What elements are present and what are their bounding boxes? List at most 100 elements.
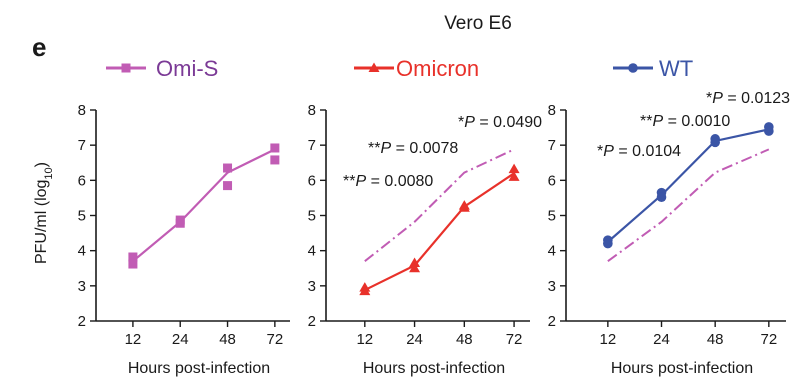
panel-letter: e [32,32,46,62]
legend-label: Omi-S [156,56,218,81]
y-tick-label: 5 [548,208,556,225]
y-tick-label: 7 [78,137,86,154]
y-tick-label: 8 [548,102,556,119]
chart-panel-1: 2 3 4 5 6 7 8 12 24 48 72 Hours post-infection [78,102,290,377]
data-point [603,238,613,249]
annotation-stars: * [706,90,712,107]
x-tick-label: 24 [406,331,423,348]
y-tick-label: 6 [548,172,556,189]
y-tick-label: 3 [548,278,556,295]
annotation-p: P [355,173,366,190]
legend-marker-square [121,63,131,73]
series-line [607,128,770,243]
series-omicron [359,163,520,296]
y-tick-label: 4 [308,243,316,260]
p-value-annotation: **P = 0.0010 [640,113,730,130]
x-tick-label: 48 [456,331,473,348]
data-point [128,252,138,262]
legend-marker-triangle [368,62,380,72]
legend-item-omi-s: Omi-S [106,56,218,81]
x-tick-label: 72 [506,331,523,348]
y-tick-label: 5 [78,208,86,225]
data-point [656,192,667,203]
annotation-stars: ** [343,173,355,190]
x-tick-label: 72 [267,331,284,348]
series-omi-s [128,143,280,269]
annotation-p: P [380,140,391,157]
y-tick-label: 2 [78,313,86,330]
x-tick-label: 48 [219,331,236,348]
annotation-stars: * [597,143,603,160]
series-wt [603,122,774,249]
series-omi-s-reference [364,148,515,263]
series-omi-s-reference [607,148,770,263]
annotation-p: P [652,113,663,130]
y-tick-label: 8 [78,102,86,119]
annotation-value: = 0.0104 [614,143,681,160]
y-axis-title-text: PFU/ml (log10) [33,162,55,264]
legend-label: WT [659,56,693,81]
y-tick-label: 4 [78,243,86,260]
y-tick-label: 6 [308,172,316,189]
data-point [175,218,185,228]
data-point [270,155,280,165]
annotation-stars: ** [368,140,380,157]
p-value-annotation: **P = 0.0078 [368,140,458,157]
x-tick-label: 12 [356,331,373,348]
p-value-annotation: *P = 0.0104 [597,143,681,160]
y-tick-label: 2 [548,313,556,330]
y-tick-label: 7 [308,137,316,154]
y-tick-label: 3 [308,278,316,295]
y-tick-label: 5 [308,208,316,225]
y-tick-label: 7 [548,137,556,154]
y-tick-label: 4 [548,243,556,260]
annotation-value: = 0.0490 [475,114,542,131]
x-tick-label: 24 [653,331,670,348]
series-line [132,148,276,263]
legend: Omi-S Omicron WT [106,56,693,81]
data-point [409,262,421,273]
annotation-stars: ** [640,113,652,130]
x-tick-label: 24 [172,331,189,348]
data-point [710,137,720,148]
y-tick-label: 2 [308,313,316,330]
y-axis-title-main: PFU/ml (log [33,180,50,264]
data-point [508,171,520,181]
x-tick-label: 72 [760,331,777,348]
data-point [128,259,138,269]
p-value-annotation: **P = 0.0080 [343,173,433,190]
p-value-annotation: *P = 0.0490 [458,114,542,131]
legend-marker-circle [628,63,638,73]
y-tick-label: 8 [308,102,316,119]
x-axis-title: Hours post-infection [611,360,753,377]
annotation-stars: * [458,114,464,131]
legend-item-omicron: Omicron [354,56,479,81]
data-point [508,163,520,174]
p-value-annotation: *P = 0.0123 [706,90,790,107]
series-line [607,148,770,263]
data-point [764,126,774,136]
y-axis-title-subscript: 10 [43,167,55,179]
x-axis-title: Hours post-infection [363,360,505,377]
data-point [409,257,421,267]
data-point [223,181,233,191]
annotation-value: = 0.0010 [663,113,730,130]
x-tick-label: 12 [125,331,142,348]
data-point [359,285,371,296]
y-axis-title-close: ) [33,162,50,167]
legend-label: Omicron [396,56,479,81]
annotation-p: P [603,143,614,160]
data-point [223,163,233,173]
y-tick-label: 6 [78,172,86,189]
figure-title: Vero E6 [444,13,512,34]
data-point [270,143,280,153]
y-tick-label: 3 [78,278,86,295]
annotation-p: P [712,90,723,107]
annotation-p: P [464,114,475,131]
annotation-value: = 0.0123 [723,90,790,107]
data-point [458,202,470,212]
